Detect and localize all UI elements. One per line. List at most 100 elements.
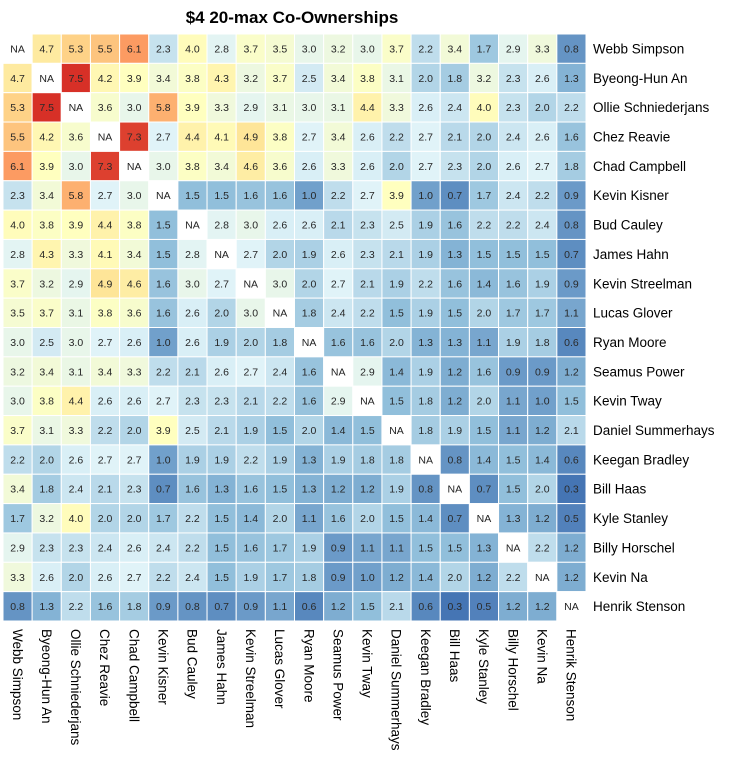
cell-value-label: 2.0 [69,572,84,584]
heatmap-cell [119,92,150,123]
cell-value-label: 1.8 [418,425,433,437]
cell-value-label: 4.7 [39,43,54,55]
row-label: Kyle Stanley [593,511,668,526]
heatmap-cell [410,356,441,387]
cell-value-label: 2.7 [98,337,113,349]
heatmap-cell [468,356,500,387]
cell-value-label: 1.8 [389,454,404,466]
cell-value-label: 3.2 [39,513,54,525]
row-label: Henrik Stenson [593,599,685,614]
cell-value-label: 1.4 [389,366,404,378]
cell-value-label: 2.4 [448,102,463,114]
column-label: Ollie Schniederjans [68,629,83,746]
cell-value-label: 1.9 [389,278,404,290]
cell-value-label: 3.8 [360,73,375,85]
heatmap-cell [527,209,558,240]
cell-value-label: 1.3 [448,249,463,261]
cell-value-label: 3.0 [243,220,258,232]
cell-value-label: 2.0 [360,513,375,525]
cell-value-label: 1.6 [302,396,317,408]
cell-value-label: 2.6 [127,542,142,554]
heatmap-cell [498,150,529,182]
cell-value-label: 0.6 [564,454,579,466]
cell-value-label: NA [10,43,25,55]
heatmap-cell [177,62,208,94]
heatmap-cell [148,33,179,64]
cell-value-label: 2.4 [273,366,288,378]
row-label: Chad Campbell [593,159,686,174]
cell-value-label: 2.2 [243,454,258,466]
cell-value-label: 1.6 [331,513,346,525]
cell-value-label: 2.0 [477,396,492,408]
cell-value-label: 4.0 [10,220,25,232]
cell-value-label: 1.5 [273,484,288,496]
cell-value-label: 1.3 [302,484,317,496]
cell-value-label: 3.3 [214,102,229,114]
cell-value-label: 2.4 [506,190,521,202]
heatmap-cell [498,268,529,299]
cell-value-label: 1.6 [156,278,171,290]
cell-value-label: 1.9 [273,454,288,466]
heatmap-cell [527,356,558,387]
heatmap-cell [323,121,354,152]
cell-value-label: 3.1 [273,102,288,114]
cell-value-label: 3.2 [10,366,25,378]
cell-value-label: 0.9 [331,572,346,584]
cell-value-label: 1.5 [360,425,375,437]
cell-value-label: 1.9 [535,278,550,290]
cell-value-label: 0.7 [477,484,492,496]
cell-value-label: 2.6 [535,73,550,85]
cell-value-label: 1.3 [418,337,433,349]
cell-value-label: 1.6 [360,337,375,349]
cell-value-label: 3.0 [302,43,317,55]
cell-value-label: 2.2 [10,454,25,466]
cell-value-label: 2.0 [214,308,229,320]
heatmap-cell [119,356,150,387]
cell-value-label: 1.5 [389,513,404,525]
cell-value-label: 1.7 [156,513,171,525]
heatmap-cell [235,356,266,387]
heatmap-cell [235,532,266,563]
heatmap-cell [410,180,441,211]
cell-value-label: 2.9 [331,396,346,408]
heatmap-cell [177,532,208,563]
cell-value-label: 2.3 [506,102,521,114]
heatmap-cell [2,150,33,182]
cell-value-label: 2.2 [418,278,433,290]
cell-value-label: 6.1 [10,161,25,173]
cell-value-label: NA [302,337,317,349]
row-label: Byeong-Hun An [593,71,688,86]
heatmap-cell [206,150,237,182]
heatmap-cell [31,238,62,270]
cell-value-label: 1.1 [564,308,579,320]
heatmap-cell [294,209,325,240]
cell-value-label: 2.7 [98,454,113,466]
cell-value-label: 2.3 [10,190,25,202]
heatmap-cell [556,150,587,182]
heatmap-cell [410,473,441,505]
cell-value-label: 2.1 [214,425,229,437]
cell-value-label: 3.2 [477,73,492,85]
row-label: Bud Cauley [593,218,663,233]
cell-value-label: 1.5 [389,308,404,320]
cell-value-label: 2.1 [185,366,200,378]
cell-value-label: 1.8 [448,73,463,85]
heatmap-cell [177,92,208,123]
row-label: Billy Horschel [593,540,675,555]
heatmap-cell [148,209,179,240]
heatmap-cell [381,473,412,505]
cell-value-label: 3.2 [331,43,346,55]
heatmap-cell [410,150,441,182]
cell-value-label: 2.6 [360,132,375,144]
cell-value-label: 2.1 [360,278,375,290]
cell-value-label: 1.9 [302,249,317,261]
cell-value-label: 1.8 [564,161,579,173]
heatmap-cell [468,121,500,152]
cell-value-label: 2.0 [448,572,463,584]
cell-value-label: 1.6 [477,366,492,378]
column-label: Chad Campbell [126,629,141,722]
cell-value-label: 2.1 [98,484,113,496]
heatmap-cell [119,180,150,211]
cell-value-label: 1.9 [418,220,433,232]
cell-value-label: 4.7 [10,73,25,85]
